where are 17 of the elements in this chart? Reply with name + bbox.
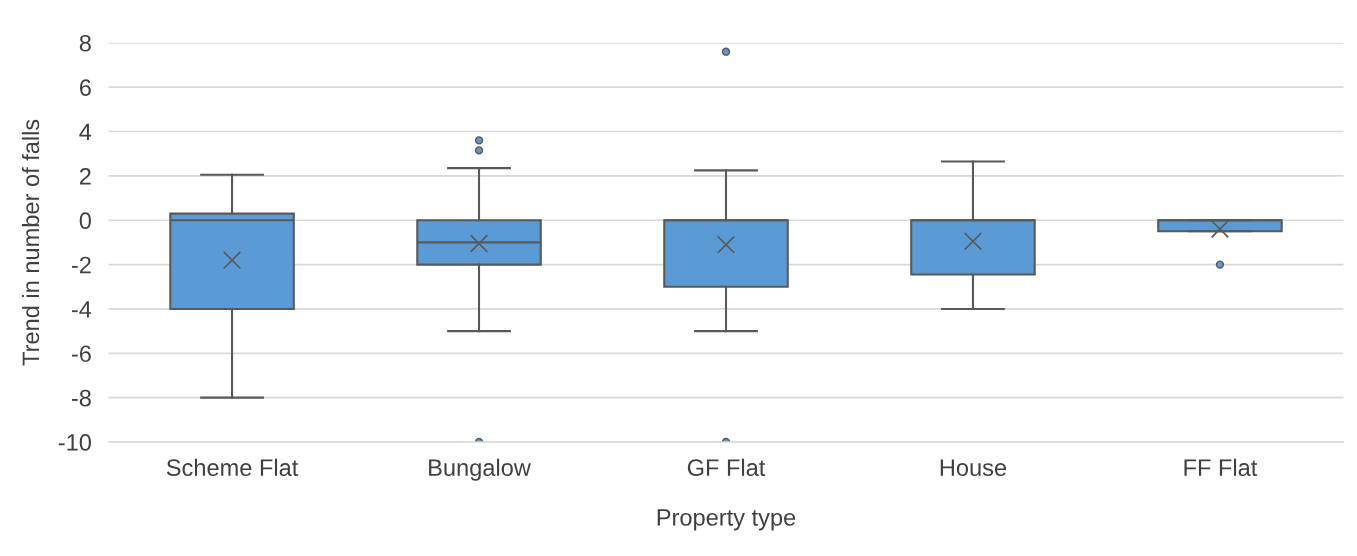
y-tick-label: -8: [71, 389, 91, 407]
x-axis-title: Property type: [657, 509, 796, 531]
y-tick-label: 2: [79, 167, 91, 185]
y-tick-label: -2: [71, 256, 91, 274]
y-tick-label: 8: [79, 34, 91, 52]
y-tick-label: 0: [79, 212, 91, 230]
y-tick-label: -4: [71, 301, 92, 318]
x-tick-label: FF Flat: [1184, 458, 1258, 477]
y-tick-label: 6: [79, 79, 91, 96]
y-tick-label: 4: [79, 123, 92, 141]
y-tick-label: -10: [58, 434, 91, 451]
x-tick-label: House: [940, 459, 1007, 477]
x-tick-label: Scheme Flat: [166, 458, 299, 477]
y-axis-title: Trend in number of falls: [21, 119, 40, 366]
x-tick-label: GF Flat: [687, 458, 766, 477]
y-tick-label: -6: [71, 345, 91, 363]
x-tick-label: Bungalow: [429, 458, 531, 481]
